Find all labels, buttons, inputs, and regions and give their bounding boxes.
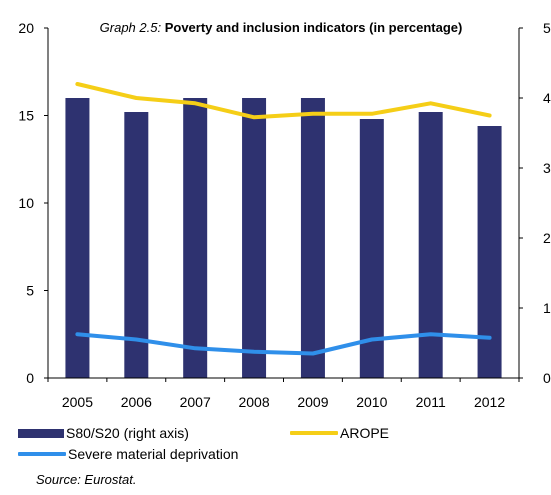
left-tick-label: 20 [18, 20, 34, 36]
bar-2010 [359, 119, 384, 378]
bar-2006 [124, 112, 149, 378]
left-tick-label: 15 [18, 108, 34, 124]
bar-2005 [65, 98, 90, 378]
legend-label-s80s20: S80/S20 (right axis) [66, 425, 189, 441]
legend-swatch-arope [290, 431, 338, 435]
x-tick-label-2008: 2008 [238, 394, 269, 410]
bar-2011 [418, 112, 443, 378]
chart-title-main: Poverty and inclusion indicators (in per… [164, 20, 463, 35]
right-tick-label: 1 [543, 300, 551, 316]
legend-label-severe: Severe material deprivation [68, 446, 239, 462]
x-tick-label-2012: 2012 [474, 394, 505, 410]
ticks-layer: 0 5 10 15 20 0 1 2 3 4 5 2005 2006 2007 2008 2009 2010 20… [18, 20, 551, 410]
chart-title: Graph 2.5: Poverty and inclusion indicat… [80, 19, 482, 36]
legend-item-severe: Severe material deprivation [18, 446, 238, 462]
chart: 0 5 10 15 20 0 1 2 3 4 5 2005 2006 2007 2008 2009 2010 20… [18, 20, 551, 410]
right-tick-label: 0 [543, 370, 551, 386]
axes-layer [44, 27, 523, 382]
chart-title-prefix: Graph 2.5: [99, 20, 162, 35]
right-tick-label: 4 [543, 90, 551, 106]
legend-item-s80s20: S80/S20 (right axis) [18, 425, 189, 441]
left-tick-label: 0 [26, 370, 34, 386]
left-tick-label: 5 [26, 283, 34, 299]
line-severe [75, 332, 492, 356]
x-tick-label-2006: 2006 [121, 394, 152, 410]
right-tick-label: 2 [543, 230, 551, 246]
legend-item-arope: AROPE [290, 425, 389, 441]
bar-2007 [183, 98, 208, 378]
x-tick-label-2010: 2010 [356, 394, 387, 410]
bar-2012 [477, 126, 502, 378]
x-tick-label-2011: 2011 [416, 394, 446, 410]
line-arope [75, 82, 492, 120]
lines-layer [75, 82, 492, 356]
right-tick-label: 5 [543, 20, 551, 36]
x-tick-label-2009: 2009 [297, 394, 328, 410]
legend-swatch-severe [18, 452, 66, 456]
legend-swatch-bar [18, 428, 64, 438]
right-tick-label: 3 [543, 160, 551, 176]
bar-2009 [300, 98, 325, 378]
left-tick-label: 10 [18, 195, 34, 211]
legend-label-arope: AROPE [340, 425, 390, 441]
x-tick-label-2005: 2005 [62, 394, 93, 410]
bar-2008 [242, 98, 267, 378]
x-tick-label-2007: 2007 [180, 394, 211, 410]
source-note: Source: Eurostat. [36, 472, 137, 487]
